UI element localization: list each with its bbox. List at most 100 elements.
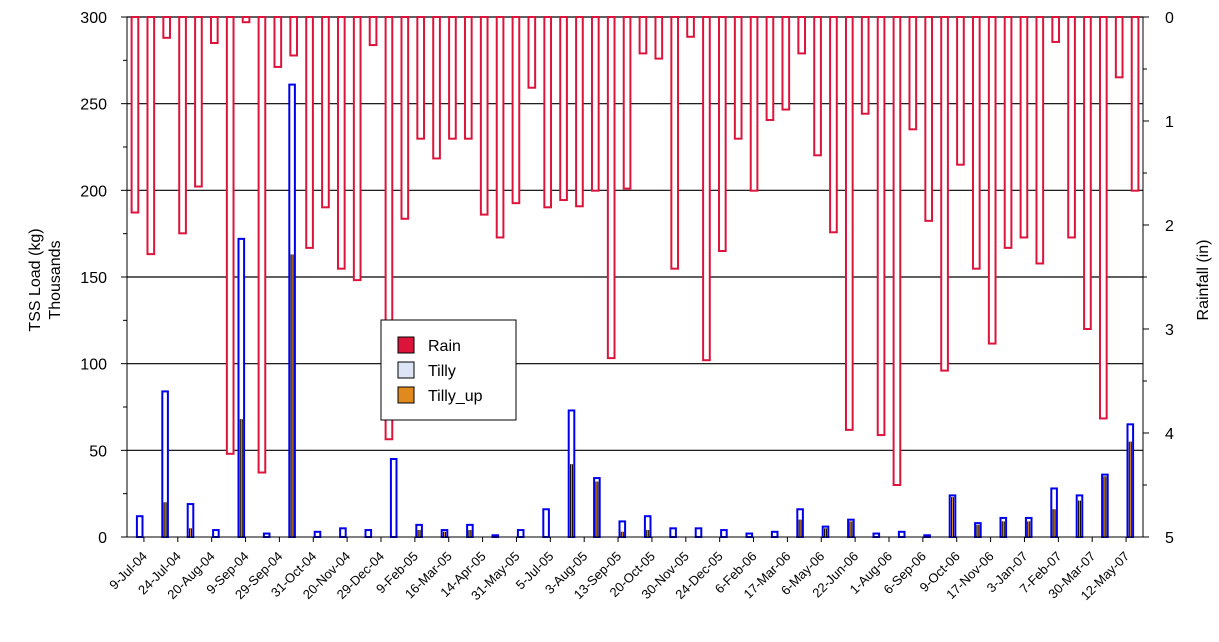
rain-bar	[305, 16, 314, 249]
rain-bar	[860, 16, 870, 115]
tilly-bar	[897, 530, 906, 538]
tilly-up-bar-fill	[824, 528, 827, 537]
rain-bar	[829, 16, 838, 234]
legend-label-tilly: Tilly	[428, 363, 456, 380]
left-tick-label: 300	[80, 10, 107, 27]
right-tick-label: 5	[1165, 530, 1174, 547]
rain-bar	[924, 16, 934, 222]
rain-bar	[606, 16, 616, 360]
x-axis-ticks: 9-Jul-0424-Jul-0420-Aug-049-Sep-0429-Sep…	[106, 537, 1132, 603]
legend-swatch-tilly-up	[397, 386, 415, 404]
rain-bar	[733, 16, 743, 140]
rain-bar	[1130, 16, 1140, 192]
rain-bar	[511, 16, 521, 205]
rain-bar	[908, 16, 918, 131]
rain-bar	[575, 16, 584, 208]
tilly-up-bar-fill	[621, 531, 623, 537]
rain-bar	[273, 16, 283, 68]
rain-bar	[813, 16, 822, 157]
tilly-bar	[669, 527, 677, 538]
tilly-up-bar-fill	[647, 530, 649, 537]
left-axis-ticks: 0 50 100 150 200 250 300	[80, 10, 127, 547]
right-tick-label: 2	[1165, 218, 1174, 235]
tilly-up-bar-fill	[1053, 509, 1055, 537]
right-tick-label: 1	[1165, 114, 1174, 131]
right-axis-ticks: 0 1 2 3 4 5	[1143, 10, 1174, 547]
rain-bar	[257, 16, 267, 474]
rain-bar	[432, 16, 441, 160]
rain-bar	[1035, 16, 1045, 265]
rain-bar	[225, 16, 235, 455]
rain-bar	[892, 16, 902, 486]
left-tick-label: 200	[80, 183, 107, 200]
tilly-up-bar-fill	[291, 254, 293, 537]
rain-bar	[321, 16, 330, 209]
rain-bar	[590, 16, 600, 192]
rain-bar	[971, 16, 981, 270]
rain-bar	[670, 16, 680, 270]
rain-bar	[844, 16, 854, 431]
tilly-bar	[135, 515, 144, 539]
tilly-up-bar-fill	[799, 519, 801, 537]
rain-bar	[1114, 16, 1124, 79]
tilly-bar	[720, 529, 728, 538]
rain-bar	[368, 16, 378, 47]
legend: Rain Tilly Tilly_up	[380, 319, 517, 421]
tilly-bar	[542, 508, 550, 538]
tilly-bar	[339, 527, 347, 538]
left-axis-label-line2: Thousands	[47, 240, 64, 319]
rain-bar	[495, 16, 505, 239]
rain-bar	[987, 16, 997, 345]
tilly-up-bar-fill	[1129, 441, 1131, 537]
rain-bar	[876, 16, 886, 437]
tilly-up-bar-fill	[418, 530, 420, 537]
rain-bar	[479, 16, 489, 216]
rain-bar	[638, 16, 648, 55]
rain-bar	[686, 16, 695, 38]
rain-bar	[781, 16, 791, 111]
tilly-up-bar-fill	[850, 521, 852, 537]
rain-series	[130, 16, 1140, 486]
rain-bar	[463, 16, 473, 140]
rain-bar	[1067, 16, 1076, 239]
tilly-bar	[516, 529, 525, 538]
rain-bar	[749, 16, 759, 192]
left-tick-label: 0	[98, 530, 107, 547]
rain-bar	[527, 16, 537, 89]
rain-bar	[654, 16, 664, 60]
tilly-up-bar-fill	[189, 528, 192, 537]
rain-bar	[146, 16, 156, 256]
legend-label-tilly-up: Tilly_up	[428, 388, 483, 405]
rain-bar	[1083, 16, 1092, 330]
tilly-up-bar-fill	[1028, 521, 1030, 537]
tilly-bar	[389, 458, 398, 538]
rain-bar	[1019, 16, 1029, 239]
tilly-up-bar-fill	[596, 481, 598, 537]
tilly-bar	[313, 530, 322, 538]
rain-bar	[1003, 16, 1013, 249]
tilly-up-bar-fill	[977, 524, 979, 537]
left-axis-label-line1: TSS Load (kg)	[27, 228, 44, 331]
rain-bar	[1051, 16, 1061, 43]
rain-bar	[717, 16, 727, 252]
tilly-series	[135, 83, 1135, 539]
legend-swatch-rain	[397, 336, 415, 354]
rain-bar	[178, 16, 187, 235]
tilly-up-bar-fill	[164, 502, 166, 537]
left-tick-label: 50	[89, 443, 107, 460]
tilly-up-bar-fill	[1078, 500, 1081, 537]
tilly-bar	[872, 532, 881, 538]
rain-bar	[702, 16, 711, 362]
rain-bar	[559, 16, 568, 202]
rain-bar	[400, 16, 410, 220]
rain-bar	[162, 16, 172, 39]
rain-bar	[1098, 16, 1108, 420]
tilly-up-bar-fill	[1104, 476, 1106, 537]
rain-bar	[336, 16, 346, 270]
rain-bar	[209, 16, 219, 44]
legend-swatch-tilly	[397, 361, 415, 379]
tilly-up-bar-fill	[951, 497, 954, 537]
legend-label-rain: Rain	[428, 338, 461, 355]
